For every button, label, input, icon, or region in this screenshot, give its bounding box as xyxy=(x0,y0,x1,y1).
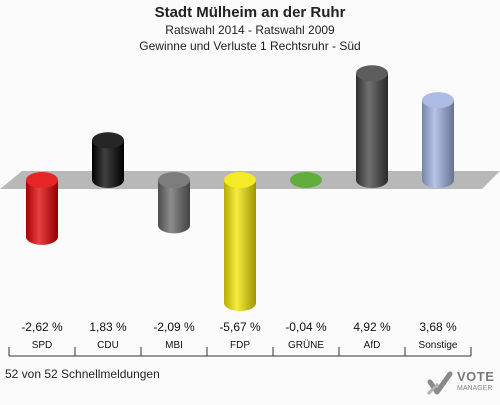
category-label: AfD xyxy=(364,340,381,351)
category-label: CDU xyxy=(97,340,119,351)
category-label: SPD xyxy=(32,340,53,351)
category-label: FDP xyxy=(230,340,250,351)
value-label: 3,68 % xyxy=(419,320,457,334)
chart-subtitle: Ratswahl 2014 - Ratswahl 2009 xyxy=(165,23,335,37)
category-label: Sonstige xyxy=(419,340,458,351)
bars xyxy=(26,65,454,312)
value-label: -0,04 % xyxy=(285,320,327,334)
value-label: -2,62 % xyxy=(21,320,63,334)
category-label: MBI xyxy=(165,340,183,351)
value-label: 1,83 % xyxy=(89,320,127,334)
votemanager-logo: VOTE MANAGER xyxy=(424,368,500,400)
bar-spd xyxy=(26,172,58,245)
category-label: GRÜNE xyxy=(288,339,324,351)
footer-note: 52 von 52 Schnellmeldungen xyxy=(5,367,160,381)
value-label: -5,67 % xyxy=(219,320,261,334)
bar-grüne xyxy=(290,172,322,188)
bar-cdu xyxy=(92,132,124,188)
bar-sonstige xyxy=(422,92,454,188)
logo-subtext: MANAGER xyxy=(457,385,493,392)
votemanager-logo-icon xyxy=(426,371,453,396)
category-axis: SPD CDU MBI FDP GRÜNE AfD Sonstige xyxy=(8,339,472,357)
chart-subtitle-2: Gewinne und Verluste 1 Rechtsruhr - Süd xyxy=(139,39,361,53)
value-label: 4,92 % xyxy=(353,320,391,334)
logo-text: VOTE xyxy=(457,369,495,384)
chart-title: Stadt Mülheim an der Ruhr xyxy=(154,4,346,21)
bar-fdp xyxy=(224,172,256,312)
bar-mbi xyxy=(158,172,190,234)
bar-afd xyxy=(356,65,388,188)
value-labels: -2,62 % 1,83 % -2,09 % -5,67 % -0,04 % 4,92 %… xyxy=(21,320,457,334)
value-label: -2,09 % xyxy=(153,320,195,334)
